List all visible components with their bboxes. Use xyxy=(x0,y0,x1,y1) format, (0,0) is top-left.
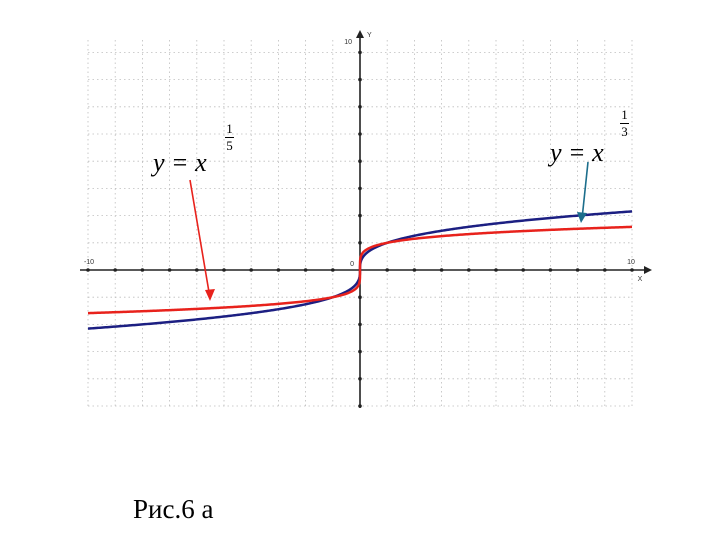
formula-cube-root: y = x 1 3 xyxy=(550,108,629,168)
y-axis-arrow xyxy=(356,30,364,38)
x-tick xyxy=(249,268,253,272)
formula-left-exponent: 1 5 xyxy=(225,122,234,153)
right-arrow-head xyxy=(577,212,587,223)
x-tick xyxy=(140,268,145,272)
right-annotation-arrow xyxy=(581,161,589,220)
annotation-arrows xyxy=(189,161,589,301)
y-tick xyxy=(358,186,362,191)
y-tick xyxy=(358,349,362,354)
x-tick xyxy=(412,268,417,272)
x-tick xyxy=(385,268,390,272)
x-tick xyxy=(439,268,444,272)
x-tick xyxy=(167,268,172,272)
y-tick xyxy=(358,77,362,82)
x-tick xyxy=(494,268,498,272)
formula-right-exponent: 1 3 xyxy=(620,108,629,139)
x-tick xyxy=(222,268,226,272)
left-arrow-head xyxy=(205,289,215,301)
formula-right-lhs: y = x xyxy=(550,138,604,167)
y-tick xyxy=(358,50,362,55)
figure-caption: Рис.6 а xyxy=(133,494,214,524)
formula-left-numerator: 1 xyxy=(226,121,233,136)
y-axis-label: Y xyxy=(367,32,372,39)
x-axis-label: X xyxy=(638,276,643,283)
y-tick-label-max: 10 xyxy=(344,39,352,46)
formula-left-denominator: 5 xyxy=(226,138,233,153)
x-tick xyxy=(467,268,471,272)
x-tick xyxy=(603,268,607,272)
x-axis-arrow xyxy=(644,266,652,274)
left-annotation-arrow xyxy=(189,179,211,299)
chart-axes xyxy=(80,30,652,408)
x-tick xyxy=(195,268,199,272)
y-tick xyxy=(358,241,362,245)
y-tick xyxy=(358,132,362,136)
y-tick xyxy=(358,322,362,327)
axis-ticks xyxy=(86,50,634,408)
y-tick xyxy=(358,105,362,109)
y-tick xyxy=(358,404,362,408)
origin-label: 0 xyxy=(350,261,354,268)
formula-left-lhs: y = x xyxy=(153,148,207,177)
x-tick xyxy=(303,268,308,272)
series-line-x-pow-1-5 xyxy=(87,225,633,315)
x-tick xyxy=(276,268,281,272)
formula-fifth-root: y = x 1 5 xyxy=(153,122,234,178)
x-tick xyxy=(521,268,525,272)
x-tick xyxy=(86,268,90,272)
x-tick xyxy=(575,268,580,272)
x-tick-label-min: -10 xyxy=(84,259,94,266)
fraction-bar xyxy=(225,137,234,138)
y-tick xyxy=(358,159,362,163)
x-tick xyxy=(548,268,553,272)
x-tick xyxy=(630,268,634,272)
y-tick xyxy=(358,213,362,218)
y-tick xyxy=(358,377,362,381)
formula-right-numerator: 1 xyxy=(621,107,628,122)
y-tick xyxy=(358,295,362,300)
x-tick-label-max: 10 xyxy=(627,259,635,266)
formula-right-denominator: 3 xyxy=(621,124,628,139)
fraction-bar xyxy=(620,123,629,124)
x-tick xyxy=(113,268,117,272)
x-tick xyxy=(331,268,335,272)
